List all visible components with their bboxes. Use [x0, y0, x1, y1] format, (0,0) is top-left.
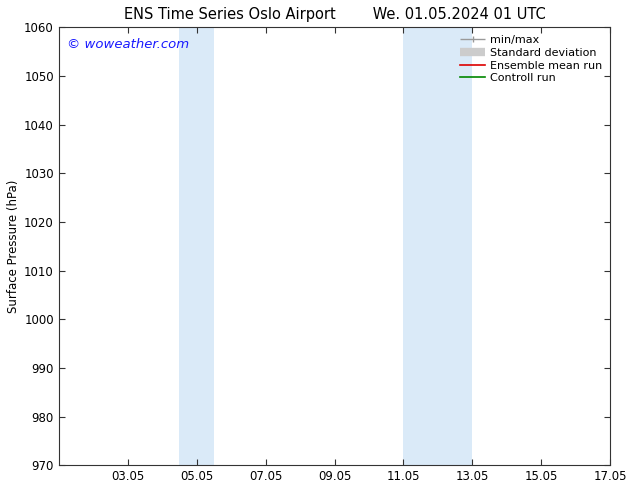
Title: ENS Time Series Oslo Airport        We. 01.05.2024 01 UTC: ENS Time Series Oslo Airport We. 01.05.2…: [124, 7, 545, 22]
Text: © woweather.com: © woweather.com: [67, 38, 189, 51]
Legend: min/max, Standard deviation, Ensemble mean run, Controll run: min/max, Standard deviation, Ensemble me…: [458, 33, 605, 86]
Bar: [403, 27, 472, 465]
Y-axis label: Surface Pressure (hPa): Surface Pressure (hPa): [7, 179, 20, 313]
Bar: [179, 27, 214, 465]
